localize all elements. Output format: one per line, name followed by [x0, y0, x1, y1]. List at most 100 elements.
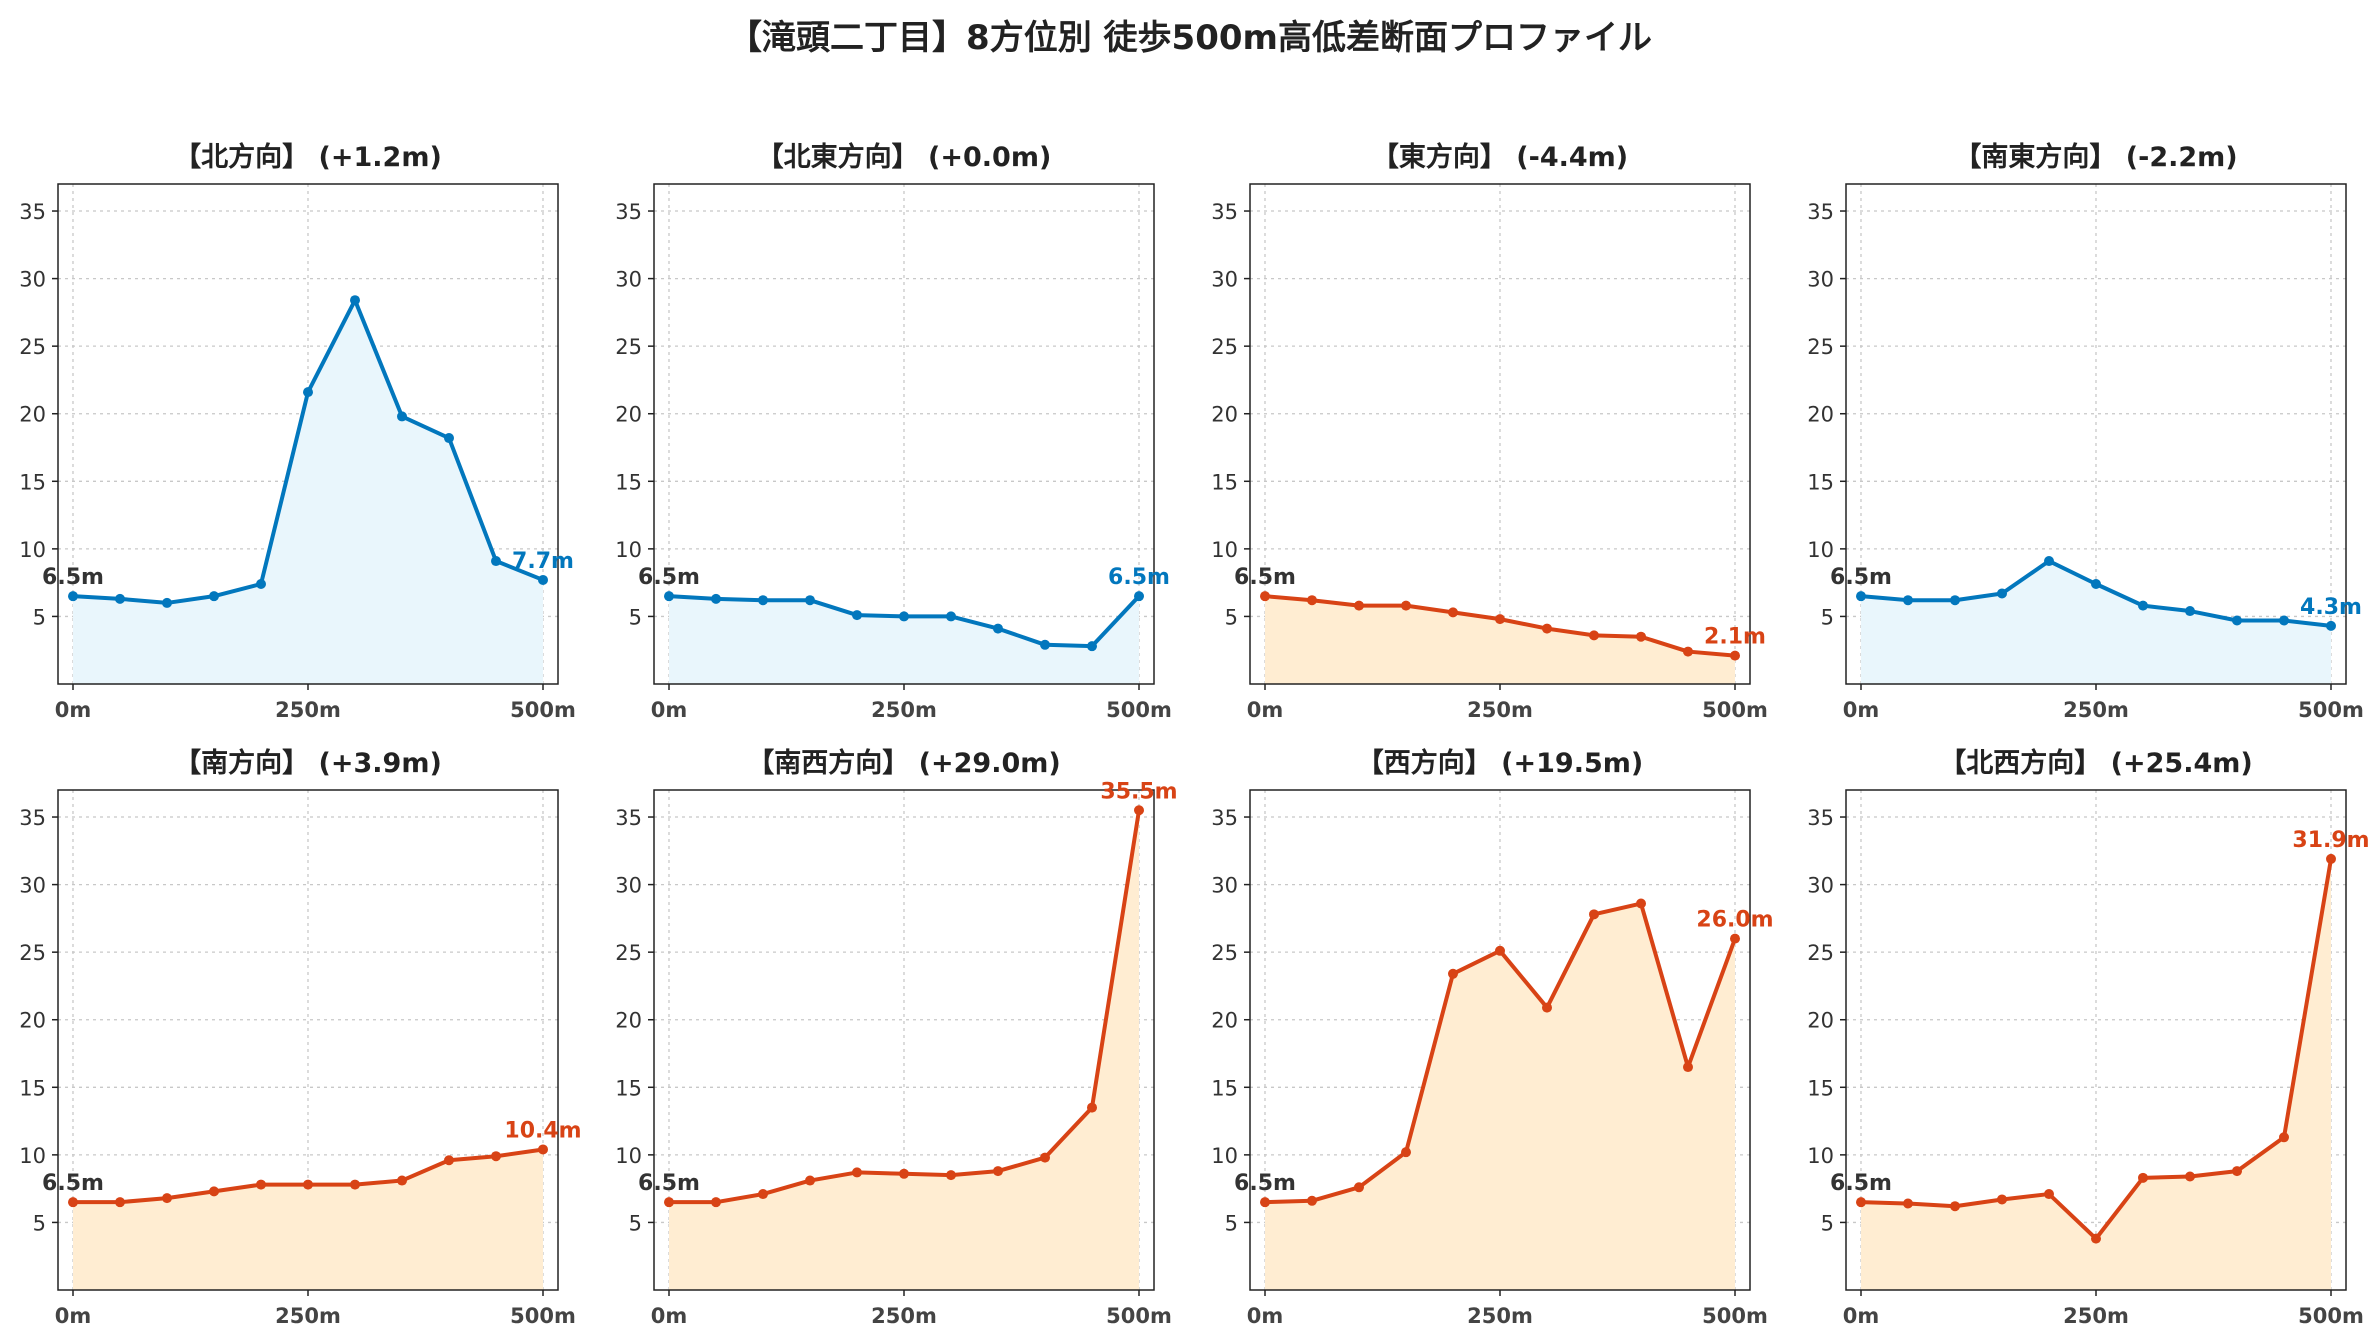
data-point [397, 1175, 407, 1186]
y-tick-label: 25 [1211, 335, 1238, 359]
y-tick-label: 30 [1211, 268, 1238, 292]
subplot-6: 【西方向】 (+19.5m) 5 10 15 20 25 30 35 0m 250m 500m 6.5… [1211, 747, 1773, 1328]
x-tick-label: 500m [1106, 1304, 1172, 1328]
data-point [1730, 933, 1740, 944]
data-point [1903, 1198, 1913, 1209]
area-fill [1265, 903, 1735, 1290]
y-tick-label: 5 [629, 1211, 642, 1235]
subplot-4: 【南方向】 (+3.9m) 5 10 15 20 25 30 35 0m 250m 500m 6.5m… [19, 747, 581, 1328]
data-point [1856, 591, 1866, 602]
y-tick-label: 20 [19, 403, 46, 427]
data-point [2279, 1132, 2289, 1143]
data-point [1134, 591, 1144, 602]
data-point [1354, 600, 1364, 611]
subplot-title: 【東方向】 (-4.4m) [1372, 141, 1628, 173]
data-point [1636, 898, 1646, 909]
x-tick-label: 250m [275, 698, 341, 722]
y-tick-label: 35 [19, 806, 46, 830]
data-point [1903, 595, 1913, 606]
subplot-7: 【北西方向】 (+25.4m) 5 10 15 20 25 30 35 0m 250m 500m 6.… [1807, 747, 2369, 1328]
data-point [664, 591, 674, 602]
subplot-title: 【北西方向】 (+25.4m) [1939, 747, 2252, 779]
data-point [1087, 1102, 1097, 1113]
data-point [1134, 805, 1144, 816]
data-point [2232, 615, 2242, 626]
data-point [162, 1193, 172, 1204]
area-fill [669, 810, 1139, 1290]
subplot-title: 【西方向】 (+19.5m) [1357, 747, 1643, 779]
start-value-label: 6.5m [42, 565, 104, 590]
subplot-2: 【東方向】 (-4.4m) 5 10 15 20 25 30 35 0m 250m 500m 6.5m… [1211, 141, 1768, 722]
y-tick-label: 5 [1821, 605, 1834, 629]
data-point [1307, 1195, 1317, 1206]
data-point [1950, 595, 1960, 606]
x-tick-label: 0m [651, 698, 688, 722]
y-tick-label: 10 [615, 1144, 642, 1168]
data-point [1542, 1002, 1552, 1013]
y-tick-label: 35 [19, 200, 46, 224]
x-tick-label: 500m [1106, 698, 1172, 722]
start-value-label: 6.5m [1234, 1171, 1296, 1196]
data-point [2138, 600, 2148, 611]
x-tick-label: 250m [2063, 1304, 2129, 1328]
data-point [711, 1197, 721, 1208]
figure-title: 【滝頭二丁目】8方位別 徒歩500m高低差断面プロファイル [728, 18, 1652, 58]
y-tick-label: 25 [1211, 941, 1238, 965]
y-tick-label: 25 [1807, 941, 1834, 965]
start-value-label: 6.5m [1830, 1171, 1892, 1196]
data-point [993, 623, 1003, 634]
area-fill [669, 596, 1139, 684]
data-point [2091, 579, 2101, 589]
area-fill [1861, 858, 2331, 1290]
end-value-label: 31.9m [2292, 828, 2369, 853]
y-tick-label: 20 [19, 1009, 46, 1033]
y-tick-label: 20 [1211, 403, 1238, 427]
x-tick-label: 0m [1843, 1304, 1880, 1328]
end-value-label: 7.7m [512, 549, 574, 574]
data-point [664, 1197, 674, 1208]
y-tick-label: 10 [19, 538, 46, 562]
data-point [805, 595, 815, 606]
y-tick-label: 35 [1211, 806, 1238, 830]
y-tick-label: 10 [1807, 1144, 1834, 1168]
data-point [1730, 650, 1740, 661]
x-tick-label: 500m [1702, 1304, 1768, 1328]
data-point [68, 1197, 78, 1208]
area-fill [73, 1149, 543, 1290]
data-point [758, 595, 768, 606]
subplot-title: 【北方向】 (+1.2m) [174, 141, 442, 173]
data-point [538, 574, 548, 585]
y-tick-label: 10 [615, 538, 642, 562]
y-tick-label: 35 [1807, 200, 1834, 224]
data-point [899, 611, 909, 622]
data-point [115, 593, 125, 604]
data-point [1307, 595, 1317, 606]
start-value-label: 6.5m [1234, 565, 1296, 590]
y-tick-label: 20 [1807, 403, 1834, 427]
data-point [491, 1151, 501, 1162]
x-tick-label: 0m [651, 1304, 688, 1328]
subplot-5: 【南西方向】 (+29.0m) 5 10 15 20 25 30 35 0m 250m 500m 6.… [615, 747, 1177, 1328]
data-point [758, 1189, 768, 1200]
data-point [2091, 1233, 2101, 1244]
y-tick-label: 30 [19, 874, 46, 898]
data-point [1683, 646, 1693, 657]
data-point [1448, 607, 1458, 618]
data-point [711, 593, 721, 604]
y-tick-label: 30 [1807, 268, 1834, 292]
subplot-title: 【北東方向】 (+0.0m) [757, 141, 1052, 173]
x-tick-label: 500m [2298, 1304, 2364, 1328]
y-tick-label: 25 [615, 335, 642, 359]
y-tick-label: 30 [1807, 874, 1834, 898]
data-point [1401, 600, 1411, 611]
data-point [1636, 631, 1646, 642]
data-point [350, 1179, 360, 1190]
x-tick-label: 500m [510, 698, 576, 722]
data-point [1997, 1194, 2007, 1205]
data-point [209, 1186, 219, 1197]
data-point [1448, 968, 1458, 979]
data-point [2326, 620, 2336, 631]
y-tick-label: 15 [1211, 1076, 1238, 1100]
data-point [2044, 1189, 2054, 1200]
data-point [805, 1175, 815, 1186]
